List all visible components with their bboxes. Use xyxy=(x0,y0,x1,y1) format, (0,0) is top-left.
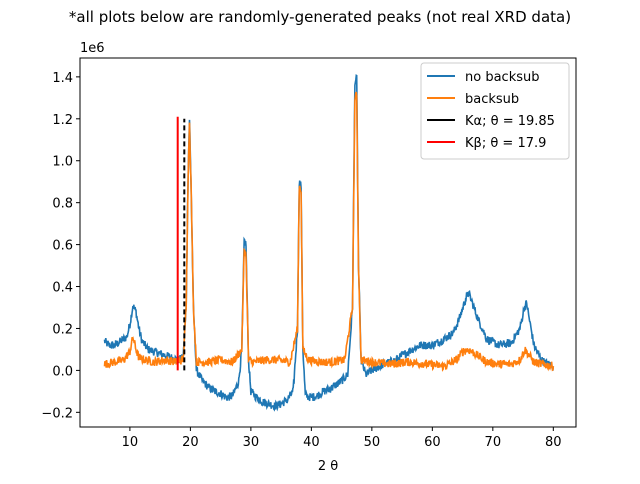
plot-area xyxy=(103,74,555,412)
y-axis-offset-label: 1e6 xyxy=(80,41,105,56)
legend-box xyxy=(420,62,570,160)
legend-label-2: Kα; θ = 19.85 xyxy=(465,114,555,129)
legend-label-1: backsub xyxy=(465,92,519,107)
x-tick-label: 30 xyxy=(243,435,260,450)
series-line-1 xyxy=(103,91,555,372)
y-tick-label: 1.4 xyxy=(52,71,73,86)
x-tick-label: 20 xyxy=(182,435,199,450)
y-tick-label: 1.0 xyxy=(52,155,73,170)
legend-label-0: no backsub xyxy=(465,70,539,85)
x-axis: 10 20 30 40 50 60 70 80 xyxy=(122,427,562,450)
y-tick-label: 0.6 xyxy=(52,239,73,254)
y-tick-label: 0.0 xyxy=(52,364,73,379)
x-tick-label: 80 xyxy=(545,435,562,450)
x-tick-label: 60 xyxy=(424,435,441,450)
y-axis: −0.2 0.0 0.2 0.4 0.6 0.8 1.0 1.2 1.4 xyxy=(41,71,80,421)
y-tick-label: 0.4 xyxy=(52,281,73,296)
x-tick-label: 10 xyxy=(122,435,139,450)
chart-title: *all plots below are randomly-generated … xyxy=(69,8,571,26)
y-tick-label: −0.2 xyxy=(41,406,73,421)
x-tick-label: 50 xyxy=(364,435,381,450)
x-tick-label: 70 xyxy=(485,435,502,450)
legend-label-3: Kβ; θ = 17.9 xyxy=(465,136,546,151)
y-tick-label: 0.8 xyxy=(52,197,73,212)
y-tick-label: 0.2 xyxy=(52,322,73,337)
legend: no backsub backsub Kα; θ = 19.85 Kβ; θ = 17… xyxy=(420,62,570,160)
y-tick-label: 1.2 xyxy=(52,113,73,128)
axes-frame xyxy=(79,57,577,428)
x-axis-label: 2 θ xyxy=(318,459,338,474)
x-tick-label: 40 xyxy=(303,435,320,450)
